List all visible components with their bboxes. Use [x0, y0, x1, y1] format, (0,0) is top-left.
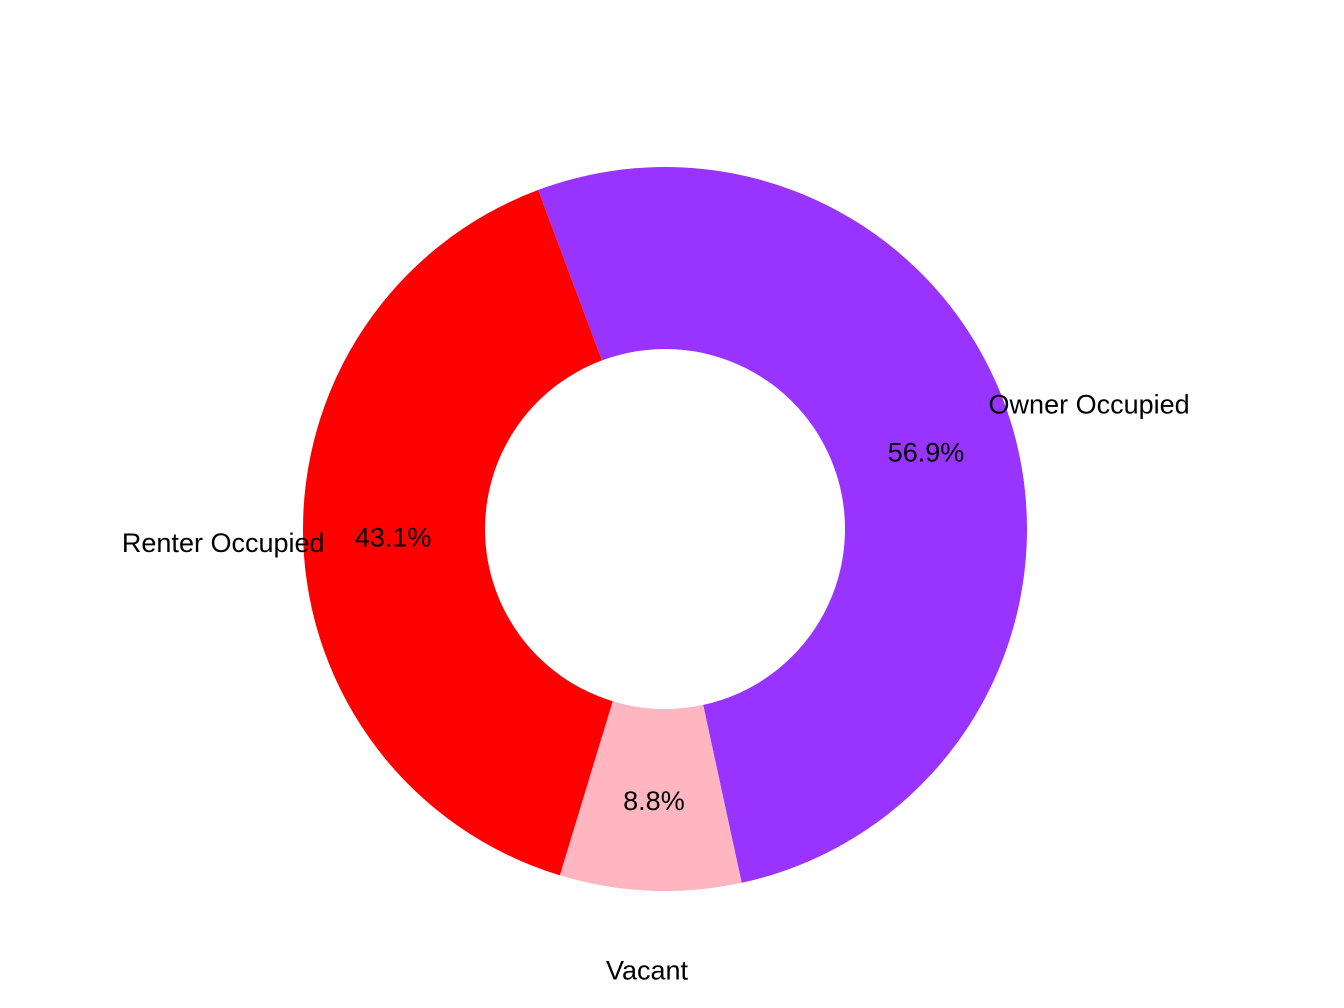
slice-value-label: 8.8%: [623, 786, 685, 816]
slice-category-label: Owner Occupied: [989, 389, 1190, 419]
labels-layer: 56.9% Owner Occupied 8.8% Vacant 43.1% Renter…: [122, 389, 1190, 985]
slice-renter-occupied: [302, 189, 613, 876]
slice-owner-occupied: [538, 167, 1027, 883]
slice-value-label: 56.9%: [888, 437, 965, 467]
slice-value-label: 43.1%: [355, 523, 432, 553]
slice-category-label: Renter Occupied: [122, 528, 325, 558]
slice-category-label: Vacant: [606, 956, 689, 986]
slices-layer: [302, 167, 1027, 891]
slice-vacant: [559, 701, 742, 891]
